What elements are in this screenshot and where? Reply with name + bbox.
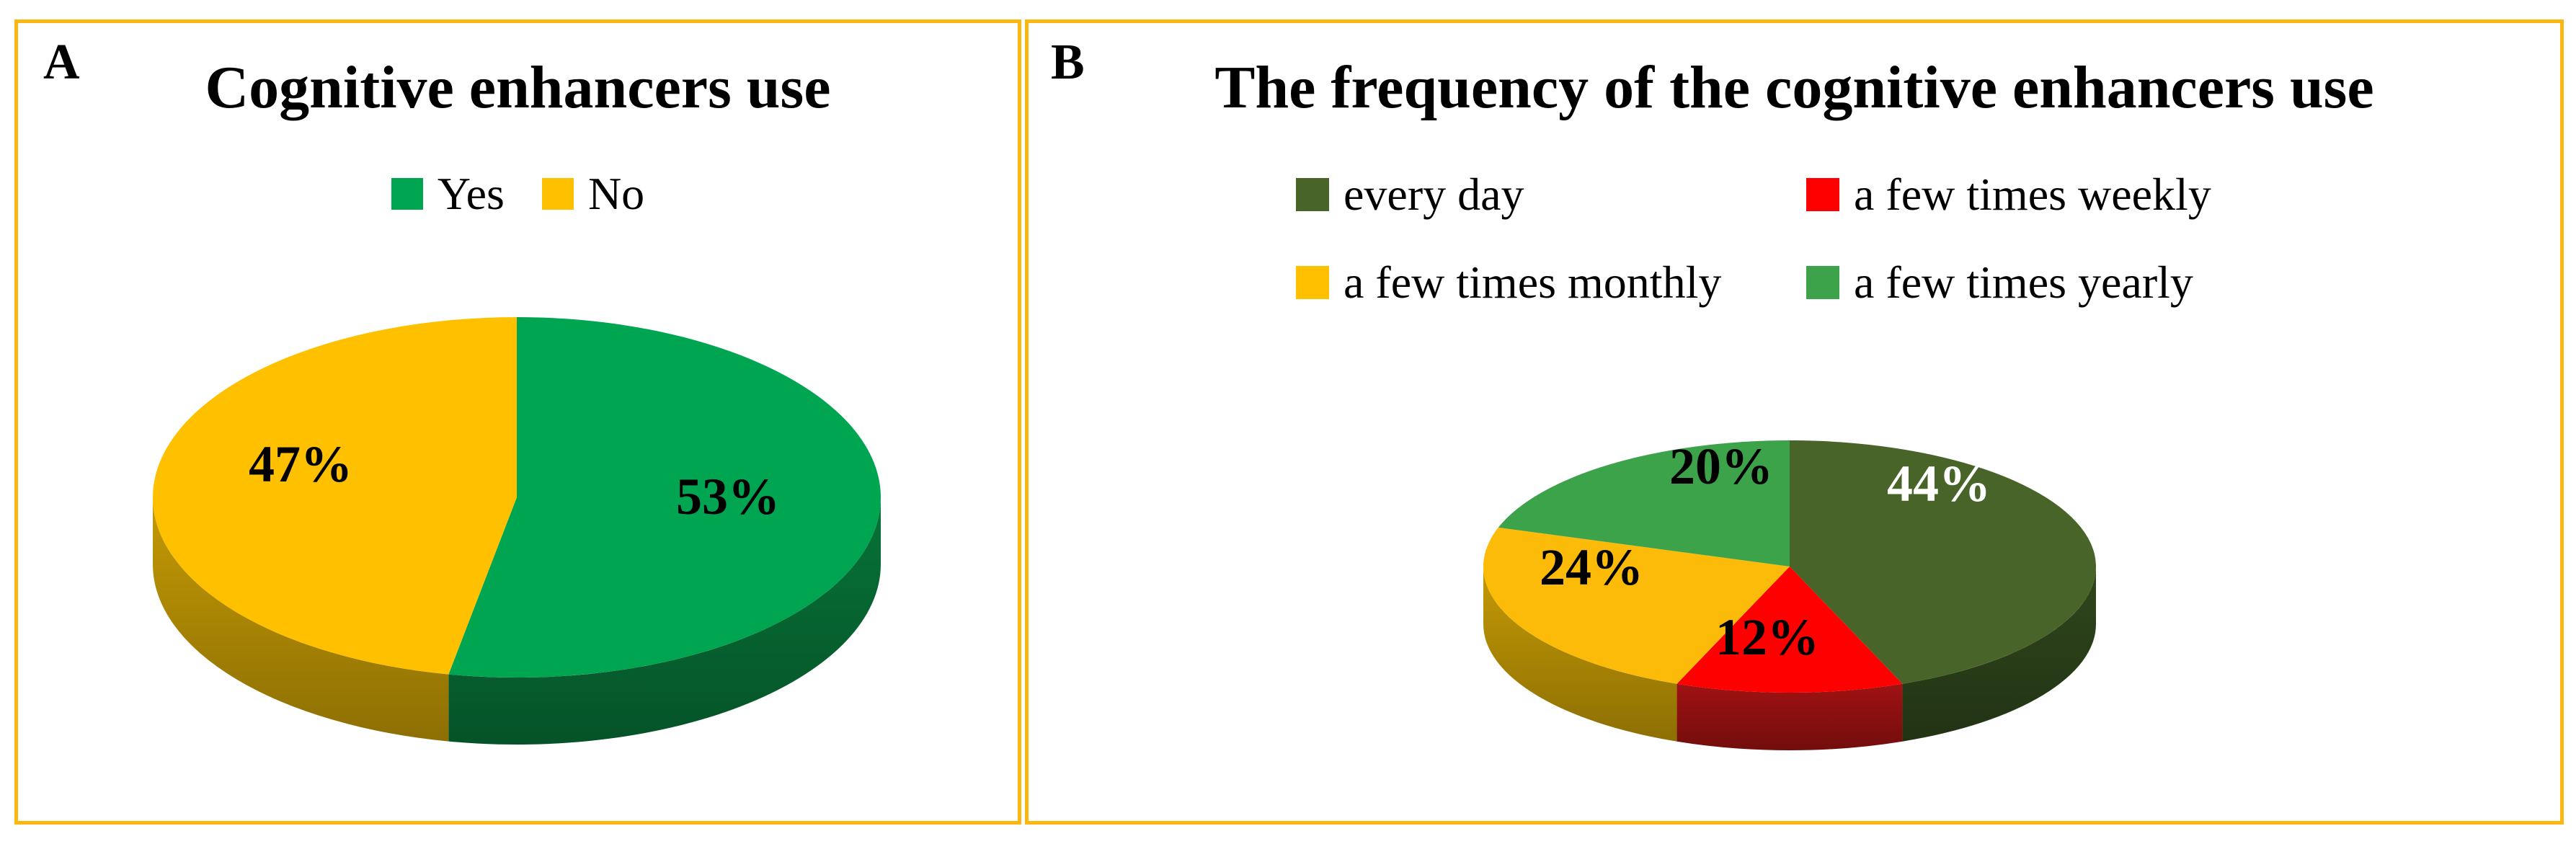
legend-item-few-times-weekly: a few times weekly xyxy=(1806,172,2211,218)
legend-item-every-day: every day xyxy=(1296,172,1524,218)
pie-slice-a-few-times-monthly xyxy=(1483,527,1790,684)
pie-data-label-No: 47% xyxy=(249,435,352,493)
pie-slice-side-No xyxy=(153,497,449,742)
panel-b-title: The frequency of the cognitive enhancers… xyxy=(1214,54,2374,121)
legend-swatch-no xyxy=(541,178,574,210)
pie-chart-cognitive-enhancers-use: 53% 47% xyxy=(152,317,881,745)
pie-slice-side-every-day xyxy=(1902,567,2096,742)
pie-slice-Yes xyxy=(448,317,881,678)
legend-label-few-times-monthly: a few times monthly xyxy=(1343,257,1722,308)
legend-item-few-times-yearly: a few times yearly xyxy=(1806,259,2193,306)
panel-b-letter: B xyxy=(1051,35,1085,90)
pie-chart-frequency-of-use: 44% 12% 24% 20% xyxy=(1483,437,2096,750)
pie-data-label-a-few-times-monthly: 24% xyxy=(1540,538,1643,596)
legend-swatch-few-times-monthly xyxy=(1296,266,1329,299)
legend-label-every-day: every day xyxy=(1343,169,1524,220)
legend-item-no: No xyxy=(541,168,645,219)
legend-swatch-few-times-weekly xyxy=(1806,178,1839,211)
pie-slice-side-a-few-times-monthly xyxy=(1483,567,1677,742)
pie-data-label-every-day: 44% xyxy=(1887,455,1991,512)
legend-item-yes: Yes xyxy=(391,171,505,217)
legend-label-few-times-yearly: a few times yearly xyxy=(1854,257,2193,308)
legend-item-few-times-monthly: a few times monthly xyxy=(1296,259,1721,306)
pie-slice-side-Yes xyxy=(448,497,881,745)
legend-label-few-times-weekly: a few times weekly xyxy=(1854,169,2211,220)
pie-slice-every-day xyxy=(1790,440,2096,684)
pie-slice-side-a-few-times-weekly xyxy=(1676,683,1903,750)
pie-slice-a-few-times-weekly xyxy=(1676,567,1903,693)
legend-swatch-few-times-yearly xyxy=(1806,266,1839,299)
panel-a-letter: A xyxy=(43,35,80,90)
pie-slice-a-few-times-yearly xyxy=(1498,440,1790,567)
pie-data-label-a-few-times-yearly: 20% xyxy=(1669,437,1773,495)
legend-swatch-yes xyxy=(391,178,423,210)
panel-a-legend: Yes No xyxy=(14,169,1021,219)
legend-label-yes: Yes xyxy=(437,168,505,219)
legend-label-no: No xyxy=(587,168,645,219)
panel-a-title: Cognitive enhancers use xyxy=(205,54,831,121)
pie-data-label-a-few-times-weekly: 12% xyxy=(1715,608,1819,666)
legend-swatch-every-day xyxy=(1296,178,1329,211)
pie-data-label-Yes: 53% xyxy=(676,468,780,525)
pie-slice-No xyxy=(152,317,517,675)
